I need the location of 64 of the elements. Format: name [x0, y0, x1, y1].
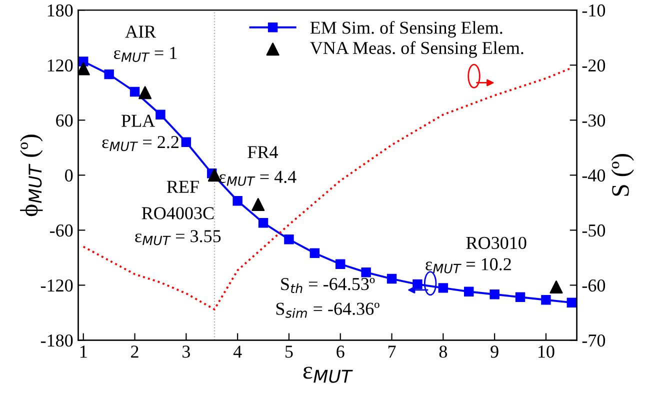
legend-label: EM Sim. of Sensing Elem. [310, 20, 502, 38]
point [438, 283, 448, 293]
point [104, 69, 114, 80]
point [541, 294, 551, 305]
point [566, 298, 577, 308]
point [156, 110, 166, 120]
point [284, 234, 294, 244]
y2-axis-title: S (º) [611, 154, 634, 196]
annotation: FR4 [248, 146, 278, 158]
y-tick-label: 60 [56, 114, 73, 127]
point [490, 289, 500, 300]
x-tick-label: 8 [439, 346, 447, 358]
point [310, 248, 320, 258]
x-tick-label: 6 [336, 346, 344, 358]
annotation: RO3010 [466, 236, 526, 249]
x-axis-title: ε$_{MUT}$ [303, 366, 353, 383]
point [412, 279, 422, 290]
point [232, 196, 242, 206]
point [464, 286, 474, 296]
point [78, 62, 90, 76]
y2-tick-label: -20 [582, 59, 606, 72]
point [361, 267, 371, 278]
y-tick-label: 180 [48, 4, 73, 17]
y-axis-title: ϕ$_{MUT}$ (º) [20, 134, 43, 216]
point [515, 292, 526, 302]
y-tick-label: -180 [40, 334, 73, 347]
y2-tick-label: -60 [582, 279, 606, 292]
point [386, 274, 397, 284]
annotation: S$_{sim}$ = -64.36º [276, 302, 380, 318]
y-tick-label: -60 [50, 224, 73, 237]
legend-label: VNA Meas. of Sensing Elem. [310, 41, 524, 58]
point [258, 218, 268, 228]
point [336, 259, 346, 269]
y-tick-label: -120 [40, 279, 73, 292]
point [181, 137, 192, 148]
point [550, 280, 563, 294]
x-tick-label: 7 [388, 346, 396, 358]
annotation: S$_{th}$ = -64.53º [281, 278, 375, 293]
x-tick-label: 3 [182, 346, 190, 358]
y-tick-label: 120 [48, 59, 73, 72]
x-tick-label: 5 [286, 346, 293, 358]
point [208, 168, 221, 182]
y2-tick-label: -70 [582, 334, 606, 347]
y-tick-label: 0 [65, 169, 73, 182]
x-tick-label: 1 [80, 346, 87, 358]
x-tick-label: 4 [233, 346, 242, 358]
y2-tick-label: -30 [582, 114, 606, 127]
annotation: REF [166, 180, 199, 193]
annotation: ε$_{MUT}$ = 1 [114, 46, 177, 62]
annotation: ε$_{MUT}$ = 2.2 [102, 136, 178, 152]
x-tick-label: 2 [131, 346, 138, 358]
x-tick-label: 9 [490, 346, 498, 358]
annotation: ε$_{MUT}$ = 10.2 [426, 258, 511, 274]
annotation: PLA [122, 114, 155, 127]
annotation: AIR [125, 26, 156, 38]
point [252, 198, 265, 212]
annotation: RO4003C [142, 207, 214, 220]
y2-tick-label: -10 [582, 4, 606, 17]
y2-tick-label: -50 [582, 224, 606, 237]
x-tick-label: 10 [538, 346, 554, 358]
y2-tick-label: -40 [582, 169, 606, 182]
point [138, 86, 152, 100]
annotation: ε$_{MUT}$ = 3.55 [135, 230, 221, 246]
point [130, 86, 140, 97]
